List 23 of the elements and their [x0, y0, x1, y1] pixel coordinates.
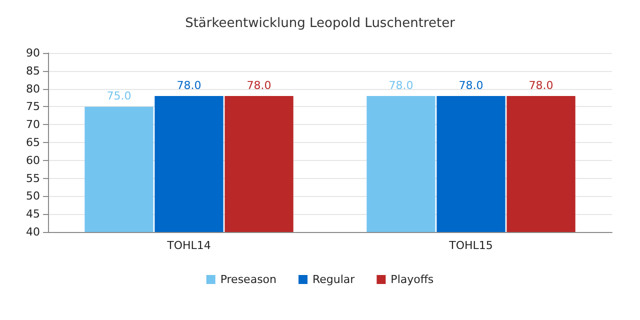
- x-tick-label: TOHL15: [448, 239, 493, 252]
- y-tick-label: 80: [26, 82, 40, 96]
- y-tick-label: 65: [26, 136, 40, 149]
- chart-title: Stärkeentwicklung Leopold Luschentreter: [185, 16, 456, 31]
- y-tick-label: 85: [26, 64, 40, 78]
- y-tick-label: 90: [26, 46, 40, 60]
- data-label: 78.0: [388, 78, 414, 92]
- data-label: 78.0: [176, 78, 202, 92]
- data-label: 78.0: [458, 78, 484, 92]
- y-tick-label: 50: [26, 190, 40, 203]
- x-tick-label: TOHL14: [166, 239, 211, 252]
- legend-label: Regular: [312, 273, 356, 286]
- data-label: 78.0: [246, 78, 272, 92]
- y-tick-label: 40: [26, 226, 40, 238]
- y-tick-label: 60: [26, 154, 40, 167]
- legend-label: Playoffs: [390, 273, 434, 286]
- y-tick-label: 55: [26, 172, 40, 185]
- data-label: 75.0: [106, 90, 132, 103]
- y-tick-label: 75: [26, 100, 40, 114]
- data-label: 78.0: [528, 78, 554, 92]
- y-tick-label: 45: [26, 208, 40, 221]
- legend-label: Preseason: [220, 273, 277, 286]
- y-tick-label: 70: [26, 118, 40, 132]
